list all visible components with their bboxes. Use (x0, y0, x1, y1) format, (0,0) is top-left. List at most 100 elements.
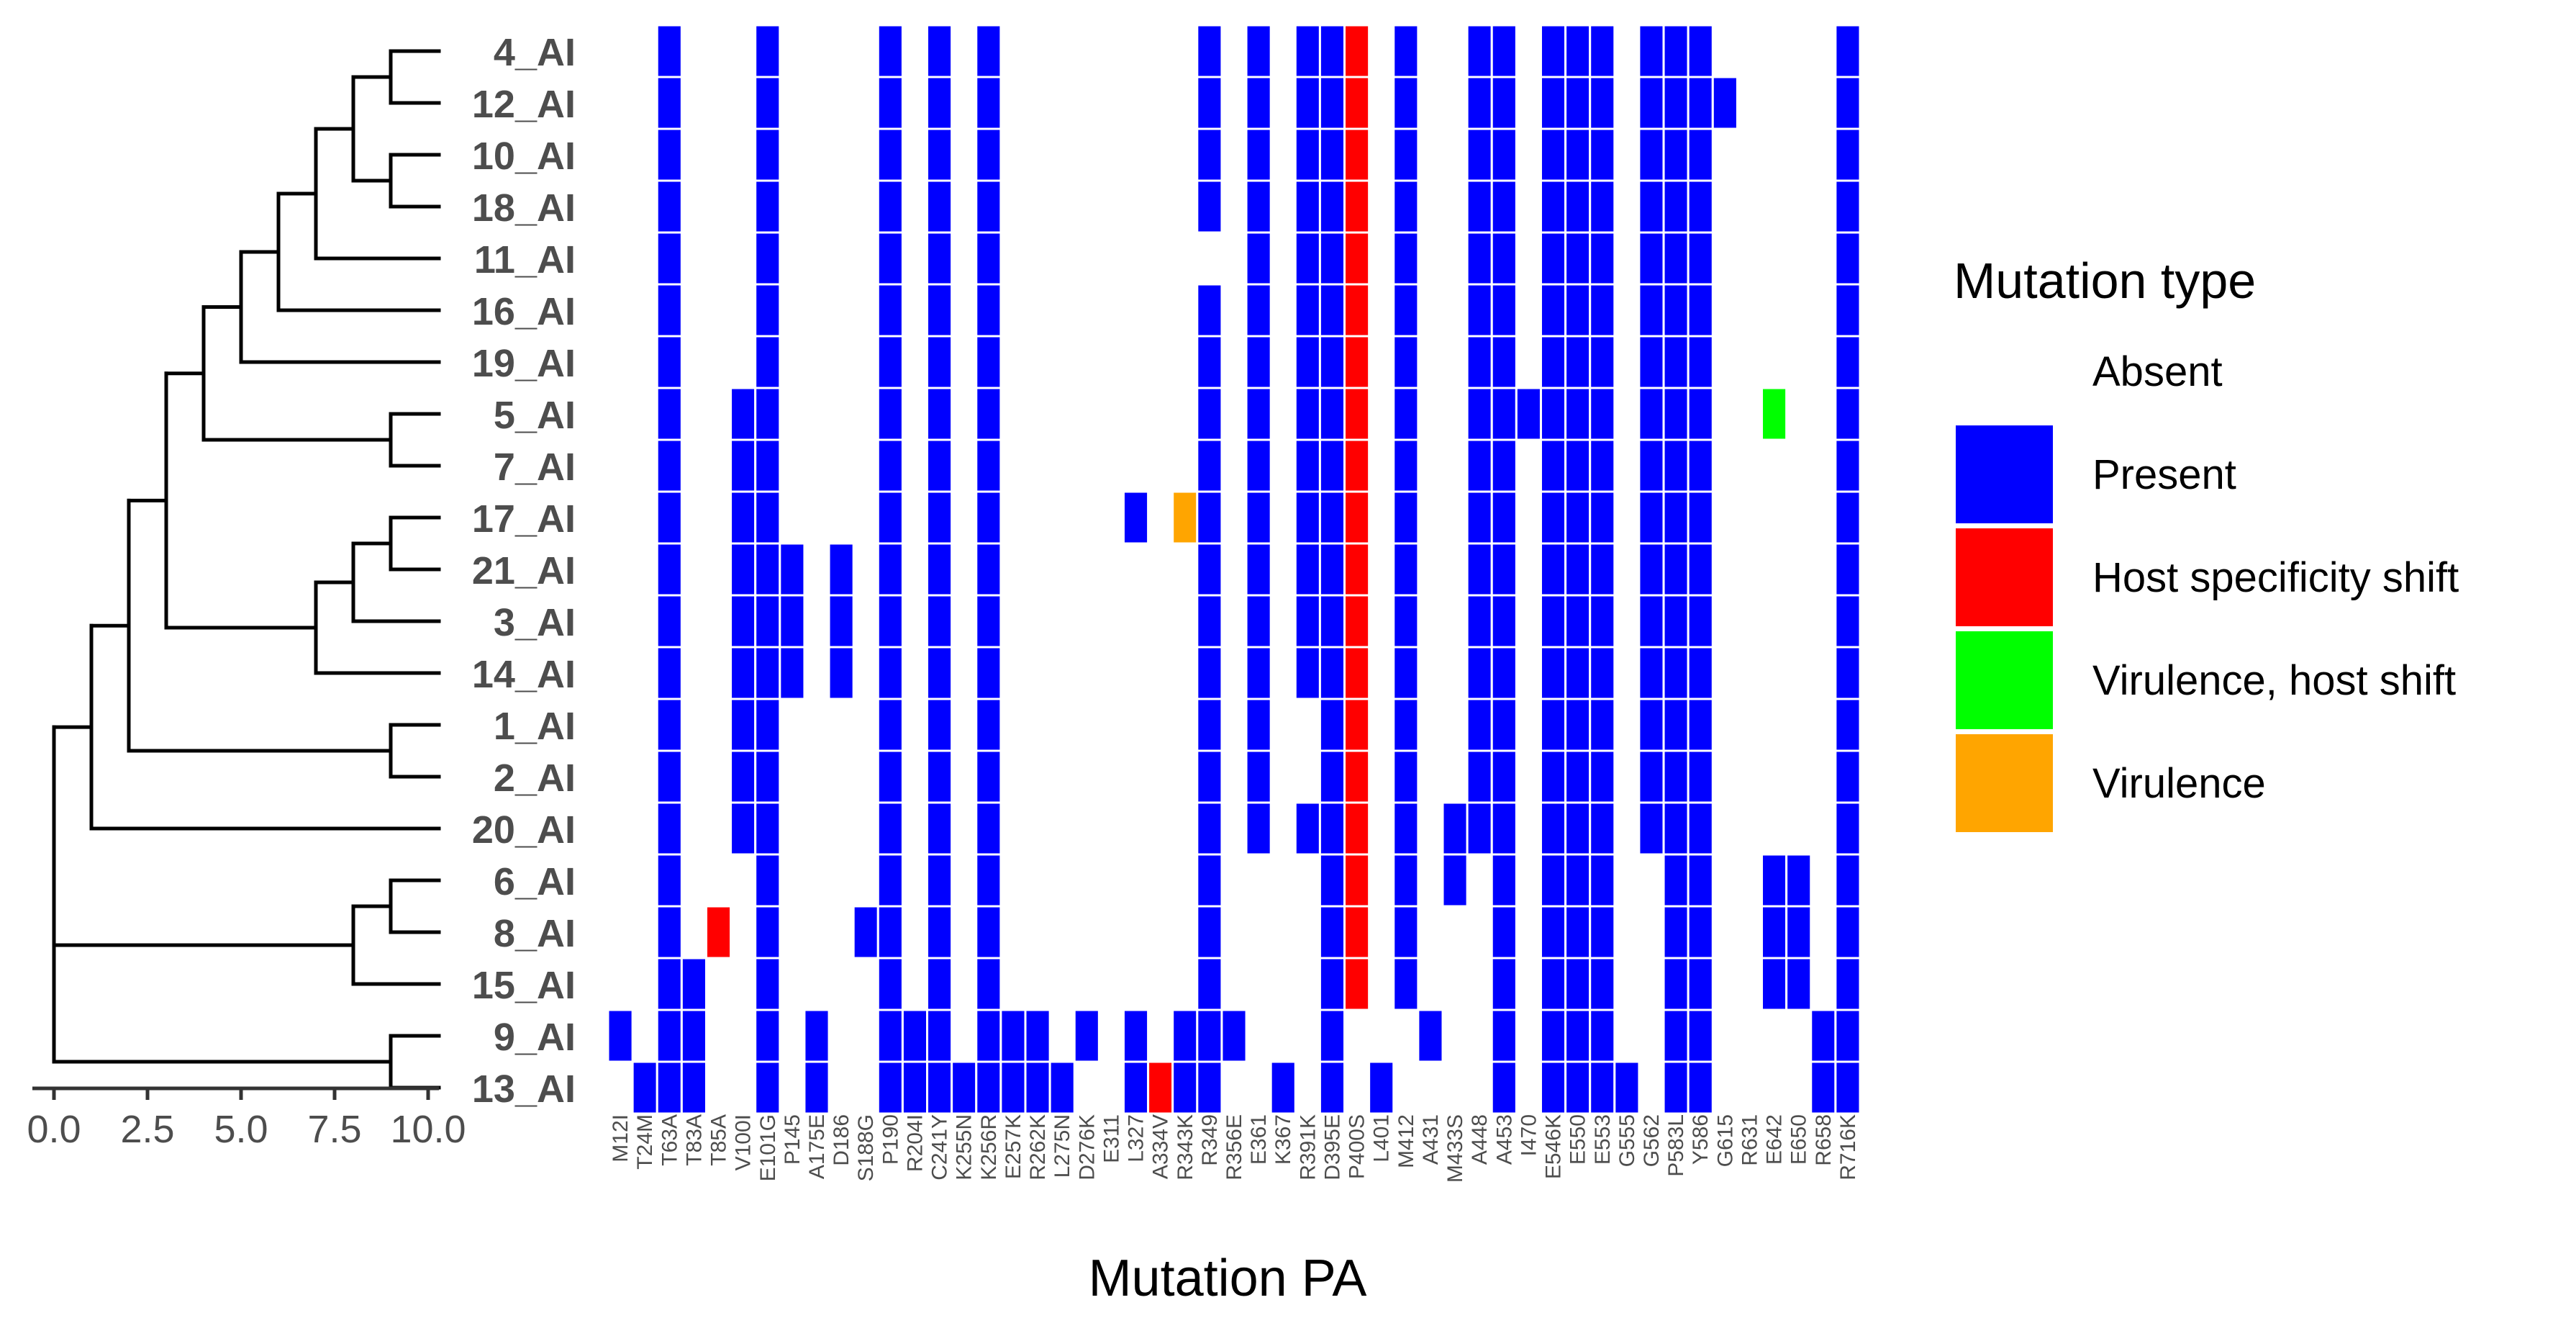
heatmap-cell (1392, 24, 1420, 78)
heatmap-cell (1245, 127, 1272, 182)
heatmap-cell (1662, 1008, 1690, 1063)
legend-label: Virulence, host shift (2092, 657, 2456, 704)
column-label: R349 (1198, 1114, 1222, 1166)
heatmap-cell (876, 698, 904, 752)
heatmap-cell (1147, 1060, 1174, 1115)
heatmap-cell (876, 283, 904, 338)
heatmap-cell (1318, 438, 1346, 493)
heatmap-cell (1392, 749, 1420, 804)
heatmap-cell (975, 76, 1002, 130)
column-label: D186 (830, 1114, 853, 1166)
heatmap-cell (1490, 646, 1518, 700)
heatmap-cell (1294, 387, 1321, 441)
heatmap-cell (1687, 76, 1714, 130)
heatmap-cell (1490, 335, 1518, 389)
heatmap-cell (1196, 490, 1223, 545)
column-label: T83A (682, 1114, 706, 1166)
heatmap-cell (1343, 698, 1371, 752)
column-label: K255N (953, 1114, 976, 1181)
column-label: L275N (1051, 1114, 1074, 1178)
heatmap-cell (1539, 24, 1567, 78)
legend-key (1956, 528, 2053, 626)
heatmap-cell (1662, 905, 1690, 960)
heatmap-cell (680, 957, 707, 1011)
column-label: C241Y (928, 1114, 952, 1181)
heatmap-cell (827, 594, 855, 649)
heatmap-cell (1810, 1008, 1837, 1063)
heatmap-cell (1539, 127, 1567, 182)
heatmap-cell (1196, 1060, 1223, 1115)
column-label: I470 (1517, 1114, 1541, 1156)
heatmap-cell (1589, 127, 1616, 182)
heatmap-cell (754, 490, 781, 545)
heatmap-cell (754, 853, 781, 908)
dendrogram-tick-label: 0.0 (27, 1108, 81, 1151)
heatmap-cell (1589, 646, 1616, 700)
heatmap-cell (926, 698, 953, 752)
heatmap-cell (730, 542, 757, 597)
heatmap-cell (1834, 542, 1861, 597)
heatmap-cell (656, 24, 683, 78)
heatmap-cell (1539, 438, 1567, 493)
heatmap-cell (1171, 1008, 1199, 1063)
dendrogram-tick-label: 7.5 (307, 1108, 361, 1151)
heatmap-cell (1834, 490, 1861, 545)
x-axis-title: Mutation PA (1089, 1250, 1367, 1307)
heatmap-cell (1343, 801, 1371, 856)
column-label: P190 (879, 1114, 902, 1165)
heatmap-cell (876, 127, 904, 182)
heatmap-cell (926, 853, 953, 908)
heatmap-cell (1834, 646, 1861, 700)
heatmap-cell (876, 957, 904, 1011)
heatmap-cell (1662, 749, 1690, 804)
heatmap-cell (1564, 335, 1592, 389)
heatmap-cell (1171, 1060, 1199, 1115)
column-label: E257K (1002, 1114, 1025, 1179)
heatmap-cell (999, 1060, 1027, 1115)
heatmap-cell (1343, 594, 1371, 649)
heatmap-cell (656, 76, 683, 130)
heatmap-cell (1638, 387, 1665, 441)
heatmap-cell (1490, 127, 1518, 182)
heatmap-cell (803, 1008, 830, 1063)
row-label: 10_AI (472, 135, 576, 178)
heatmap-cell (926, 335, 953, 389)
heatmap-cell (1662, 646, 1690, 700)
heatmap-cell (975, 542, 1002, 597)
heatmap-cell (1589, 749, 1616, 804)
heatmap-cell (754, 801, 781, 856)
heatmap-cell (1638, 594, 1665, 649)
heatmap-cell (1662, 76, 1690, 130)
heatmap-cell (1687, 1008, 1714, 1063)
legend: Mutation type Absent Present Host specific… (1954, 253, 2459, 832)
heatmap-cell (1318, 387, 1346, 441)
heatmap-cell (876, 646, 904, 700)
heatmap-cell (975, 1008, 1002, 1063)
heatmap-cell (656, 438, 683, 493)
heatmap-cell (1490, 801, 1518, 856)
column-label: R658 (1812, 1114, 1836, 1166)
heatmap-cell (1294, 594, 1321, 649)
heatmap-cell (1294, 179, 1321, 234)
heatmap-cell (1466, 76, 1493, 130)
heatmap-cell (1711, 76, 1738, 130)
heatmap-cell (999, 1008, 1027, 1063)
heatmap-cell (1245, 801, 1272, 856)
heatmap-cell (1245, 179, 1272, 234)
heatmap-cell (1589, 76, 1616, 130)
heatmap-cell (1196, 76, 1223, 130)
heatmap-cell (1318, 231, 1346, 286)
heatmap-cell (926, 801, 953, 856)
heatmap-cell (1687, 957, 1714, 1011)
column-label: D276K (1075, 1114, 1099, 1181)
heatmap-cell (1761, 387, 1788, 441)
heatmap-cell (1245, 387, 1272, 441)
heatmap-cell (1466, 127, 1493, 182)
heatmap-cell (975, 179, 1002, 234)
heatmap-cell (975, 127, 1002, 182)
heatmap-cell (1834, 749, 1861, 804)
heatmap-cell (1539, 1008, 1567, 1063)
heatmap-cell (1564, 490, 1592, 545)
heatmap-cell (1318, 335, 1346, 389)
heatmap-cell (1245, 438, 1272, 493)
